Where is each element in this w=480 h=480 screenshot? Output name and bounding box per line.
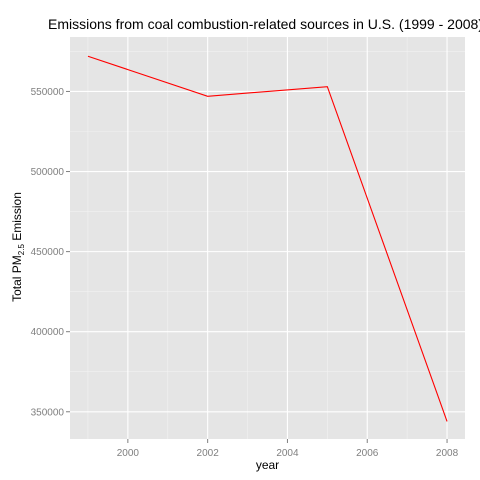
series-layer [87,55,448,422]
x-axis-title: year [256,458,279,472]
y-axis-ticks: 350000 400000 450000 500000 550000 [31,87,70,418]
x-tick-label: 2004 [276,448,299,459]
y-axis-title-subscript: 2.5 [17,244,26,256]
major-gridlines [70,37,465,439]
y-axis-title: Total PM2.5 Emission [10,192,26,302]
y-tick-label: 400000 [31,327,65,338]
plot-panel [70,37,465,439]
x-axis-ticks: 2000 2002 2004 2006 2008 [117,439,459,459]
x-tick-label: 2008 [436,448,459,459]
y-tick-label: 550000 [31,87,65,98]
minor-gridlines [70,37,465,439]
x-tick-label: 2006 [356,448,379,459]
y-tick-label: 500000 [31,167,65,178]
y-tick-label: 450000 [31,247,65,258]
chart-title: Emissions from coal combustion-related s… [48,16,480,32]
series-line [87,55,448,422]
y-axis-title-main: Total PM [10,255,24,302]
y-tick-label: 350000 [31,407,65,418]
y-axis-title-rest: Emission [10,192,24,244]
x-tick-label: 2002 [197,448,220,459]
x-tick-label: 2000 [117,448,140,459]
